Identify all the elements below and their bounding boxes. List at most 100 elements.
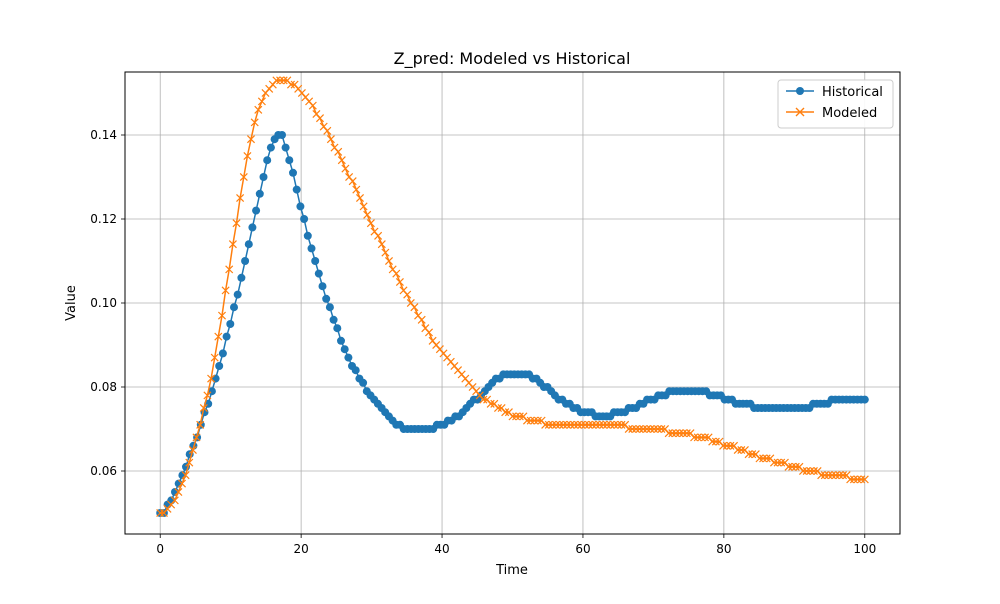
modeled-point — [403, 290, 412, 299]
modeled-point — [759, 454, 768, 463]
modeled-point — [599, 420, 608, 429]
historical-point — [329, 315, 338, 324]
modeled-point — [639, 424, 648, 434]
x-tick-label: 60 — [575, 542, 590, 556]
modeled-point — [192, 433, 201, 442]
modeled-point — [755, 454, 764, 463]
modeled-point — [857, 475, 866, 484]
modeled-point — [541, 420, 550, 429]
modeled-point — [352, 185, 361, 194]
historical-point — [333, 324, 342, 333]
modeled-point — [798, 466, 808, 476]
modeled-point — [548, 420, 557, 429]
historical-point — [237, 273, 246, 282]
historical-point — [248, 223, 257, 232]
modeled-point — [748, 450, 757, 459]
historical-point — [340, 345, 349, 354]
modeled-point — [501, 408, 510, 417]
modeled-point — [395, 277, 404, 287]
historical-point — [266, 143, 275, 152]
modeled-point — [733, 445, 742, 455]
historical-point — [244, 240, 253, 249]
modeled-point — [170, 496, 179, 505]
modeled-point — [708, 437, 717, 446]
modeled-point — [562, 420, 572, 429]
modeled-point — [257, 97, 266, 106]
grid — [125, 72, 900, 534]
modeled-point — [341, 164, 350, 173]
historical-point — [351, 366, 360, 375]
modeled-point — [374, 231, 383, 240]
historical-point — [263, 156, 272, 165]
modeled-point — [849, 475, 858, 484]
modeled-point — [522, 416, 532, 425]
y-tick-label: 0.06 — [90, 464, 117, 478]
modeled-point — [762, 454, 771, 463]
modeled-point — [584, 420, 593, 429]
y-tick-label: 0.10 — [90, 296, 117, 310]
y-tick-label: 0.14 — [90, 128, 117, 142]
historical-point — [860, 395, 869, 404]
modeled-point — [820, 471, 829, 480]
legend-historical-marker — [796, 87, 804, 95]
modeled-point — [228, 240, 237, 249]
historical-point — [285, 156, 294, 165]
historical-point — [311, 257, 320, 265]
historical-point — [255, 189, 264, 198]
modeled-point — [377, 240, 386, 249]
modeled-point — [276, 76, 285, 85]
modeled-point — [653, 424, 662, 434]
historical-point — [344, 353, 353, 362]
modeled-point — [384, 256, 394, 266]
modeled-point — [334, 147, 343, 156]
legend-modeled-label: Modeled — [822, 106, 877, 121]
historical-point — [289, 168, 297, 177]
modeled-point — [769, 458, 779, 467]
historical-point — [314, 269, 323, 278]
modeled-point — [199, 403, 208, 413]
historical-point — [307, 244, 316, 253]
historical-point — [359, 378, 368, 387]
modeled-point — [693, 433, 702, 442]
historical-point — [218, 349, 227, 358]
modeled-point — [243, 151, 252, 161]
modeled-point — [613, 420, 622, 429]
y-tick-label: 0.12 — [90, 212, 117, 226]
modeled-point — [838, 471, 848, 480]
modeled-point — [610, 420, 619, 429]
modeled-point — [533, 416, 542, 425]
modeled-point — [188, 445, 197, 455]
series-modeled — [156, 76, 869, 518]
modeled-point — [552, 420, 561, 429]
modeled-point — [646, 424, 655, 434]
modeled-point — [650, 424, 659, 434]
modeled-point — [479, 395, 488, 404]
modeled-point — [177, 479, 187, 488]
modeled-point — [424, 328, 434, 337]
modeled-point — [791, 462, 800, 471]
legend-box — [777, 79, 894, 129]
modeled-point — [308, 101, 317, 110]
modeled-point — [363, 210, 372, 219]
modeled-point — [726, 441, 735, 450]
historical-point — [303, 231, 312, 240]
modeled-point — [690, 433, 699, 442]
modeled-point — [860, 475, 869, 484]
modeled-point — [381, 248, 390, 257]
historical-point — [222, 332, 231, 341]
modeled-point — [279, 76, 288, 85]
series-layer — [156, 76, 869, 518]
modeled-point — [232, 219, 241, 228]
modeled-point — [642, 424, 651, 434]
modeled-point — [512, 412, 521, 421]
modeled-point — [773, 458, 782, 467]
modeled-point — [595, 420, 604, 429]
modeled-point — [602, 420, 611, 429]
modeled-point — [664, 429, 673, 438]
historical-point — [300, 215, 309, 223]
modeled-point — [486, 399, 495, 408]
chart-title: Z_pred: Modeled vs Historical — [394, 49, 631, 69]
modeled-point — [719, 441, 728, 450]
modeled-point — [831, 471, 840, 480]
modeled-point — [530, 416, 539, 425]
